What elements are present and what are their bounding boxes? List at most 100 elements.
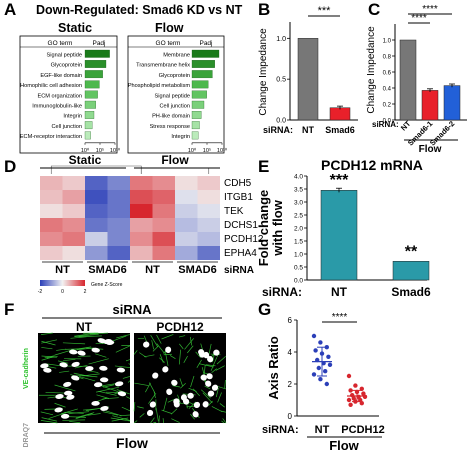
nucleus <box>85 366 94 371</box>
static-x-tick-label: 10⁵ <box>96 147 104 154</box>
nucleus <box>54 407 63 413</box>
panel-a-title: Down-Regulated: Smad6 KD vs NT <box>36 3 243 17</box>
ve-cadherin-junction <box>126 396 131 399</box>
flow-term-label: Transmembrane helix <box>136 63 190 69</box>
heatmap-cell <box>40 246 63 260</box>
heatmap-cell <box>62 176 85 190</box>
flow-term-label: Cell junction <box>160 104 190 110</box>
heatmap-group-label: SMAD6 <box>88 264 127 276</box>
ve-cadherin-junction <box>164 351 169 366</box>
nucleus <box>117 391 127 397</box>
ve-cadherin-junction <box>163 397 168 412</box>
static-x-tick-label: 10⁰ <box>81 147 90 154</box>
e-y-label-line1: Fold change <box>256 190 271 267</box>
nucleus <box>213 349 220 356</box>
b-y-tick-label: 1.0 <box>276 36 286 43</box>
c-y-tick-label: 0.4 <box>383 87 392 93</box>
ve-cadherin-junction <box>219 403 225 408</box>
flow-bar <box>191 60 215 68</box>
ve-cadherin-junction <box>133 350 138 355</box>
f-side-label-draq7: DRAQ7 <box>23 423 30 448</box>
ve-cadherin-junction <box>184 338 194 350</box>
ve-cadherin-junction <box>62 419 86 421</box>
ve-cadherin-junction <box>183 355 188 364</box>
ve-cadherin-junction <box>75 412 93 420</box>
heatmap-cell <box>62 218 85 232</box>
heatmap-cell <box>152 204 175 218</box>
nucleus <box>152 372 159 379</box>
ve-cadherin-junction <box>171 418 180 423</box>
nucleus <box>143 341 150 348</box>
ve-cadherin-junction <box>208 400 213 406</box>
c-siRNA-label: siRNA: <box>372 120 399 129</box>
e-y-label-line2: with flow <box>270 199 285 256</box>
panel-b-letter: B <box>258 0 271 19</box>
ve-cadherin-junction <box>102 397 119 400</box>
ve-cadherin-junction <box>205 364 216 367</box>
heatmap-cell <box>175 218 198 232</box>
ve-cadherin-junction <box>70 336 87 339</box>
g-point-NT <box>313 348 318 353</box>
flow-term-label: Integrin <box>171 134 190 140</box>
nucleus <box>198 349 205 356</box>
static-term-label: EGF-like domain <box>40 73 82 79</box>
g-point-NT <box>318 377 323 382</box>
static-term-label: ECM organization <box>38 93 82 99</box>
ve-cadherin-junction <box>179 378 183 387</box>
nucleus <box>200 374 207 381</box>
b-y-tick-label: 0.5 <box>276 77 286 84</box>
flow-x-tick-label: 10⁵ <box>203 147 211 154</box>
g-point-NT <box>316 365 321 371</box>
ve-cadherin-junction <box>208 343 212 354</box>
ve-cadherin-junction <box>116 334 131 339</box>
ve-cadherin-junction <box>172 385 180 388</box>
gene-label: ITGB1 <box>224 192 253 203</box>
nucleus <box>63 381 72 387</box>
static-bar <box>84 111 95 119</box>
ve-cadherin-junction <box>75 374 98 378</box>
ve-cadherin-junction <box>41 347 53 350</box>
ve-cadherin-junction <box>215 365 225 371</box>
heatmap-cell <box>197 232 220 246</box>
gene-label: TEK <box>224 206 244 217</box>
ve-cadherin-junction <box>179 343 184 350</box>
flow-bar <box>191 100 205 109</box>
ve-cadherin-junction <box>192 388 200 397</box>
e-y-tick-label: 0.5 <box>294 265 303 272</box>
heatmap-cell <box>130 232 153 246</box>
ve-cadherin-junction <box>153 421 157 424</box>
zscore-legend-tick: 0 <box>61 289 64 295</box>
nucleus <box>59 362 68 368</box>
c-y-tick-label: 0.0 <box>383 119 392 125</box>
nucleus <box>71 361 80 367</box>
flow-x-tick-label: 10⁰ <box>188 147 197 154</box>
ve-cadherin-junction <box>98 390 117 396</box>
static-term-label: Cell junction <box>52 124 82 130</box>
ve-cadherin-junction <box>153 391 156 398</box>
ve-cadherin-junction <box>46 356 58 359</box>
ve-cadherin-junction <box>216 356 226 365</box>
heatmap-cell <box>152 232 175 246</box>
nucleus <box>60 413 70 419</box>
nucleus <box>211 384 219 391</box>
ve-cadherin-junction <box>133 420 138 424</box>
heatmap-cell <box>85 232 108 246</box>
heatmap-cell <box>130 204 153 218</box>
nucleus <box>69 349 78 355</box>
heatmap-group-label: NT <box>145 264 160 276</box>
ve-cadherin-junction <box>105 410 123 417</box>
heatmap-cell <box>197 218 220 232</box>
ve-cadherin-junction <box>187 345 194 354</box>
ve-cadherin-junction <box>145 382 151 393</box>
heatmap-cell <box>62 204 85 218</box>
flow-bar <box>191 90 207 99</box>
ve-cadherin-junction <box>69 421 81 424</box>
static-header: Static <box>58 21 93 35</box>
nucleus <box>71 375 80 381</box>
heatmap-cell <box>85 218 108 232</box>
heatmap-cell <box>197 204 220 218</box>
flow-header: Flow <box>155 21 184 35</box>
b-category-label: Smad6 <box>325 125 355 135</box>
